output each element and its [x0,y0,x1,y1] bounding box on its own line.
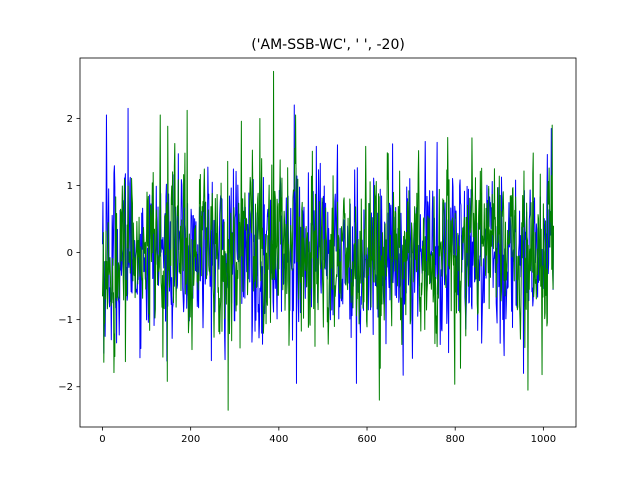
series-line-2 [101,70,555,411]
series-layer [101,70,555,411]
chart-title: ('AM-SSB-WC', ' ', -20) [251,37,405,53]
x-tick-label: 200 [181,434,200,445]
y-tick-label: 2 [67,114,73,125]
y-tick-label: −1 [58,315,73,326]
y-tick-label: −2 [58,382,73,393]
plot-frame [79,57,577,428]
y-tick-label: 0 [67,248,73,259]
x-tick-label: 400 [269,434,288,445]
x-tick-label: 600 [357,434,376,445]
x-tick-label: 1000 [531,434,556,445]
x-tick-label: 0 [99,434,105,445]
ticks-layer: 0 200 400 600 800 1000 −2 −1 0 1 2 [58,114,556,445]
x-tick-label: 800 [446,434,465,445]
y-tick-label: 1 [67,181,73,192]
